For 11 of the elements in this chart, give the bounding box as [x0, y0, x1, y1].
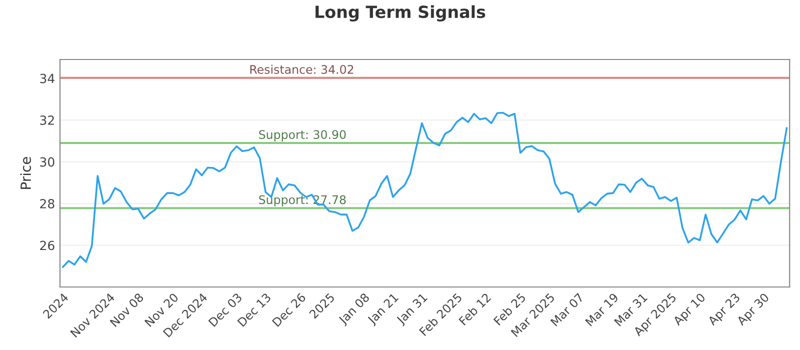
ref-line-label: Support: 30.90 [259, 130, 346, 142]
y-axis-title: Price [20, 157, 31, 189]
y-tick-label: 26 [40, 240, 54, 250]
x-tick-label: Dec 26 [272, 292, 306, 327]
y-tick-label: 32 [40, 116, 54, 125]
y-tick-label: 28 [40, 198, 54, 208]
y-tick-label: 30 [40, 157, 54, 167]
y-tick-label: 34 [40, 74, 54, 84]
line-series [62, 112, 788, 268]
ref-line-label: Resistance: 34.02 [250, 64, 354, 74]
chart-title: Long Term Signals [316, 5, 486, 22]
